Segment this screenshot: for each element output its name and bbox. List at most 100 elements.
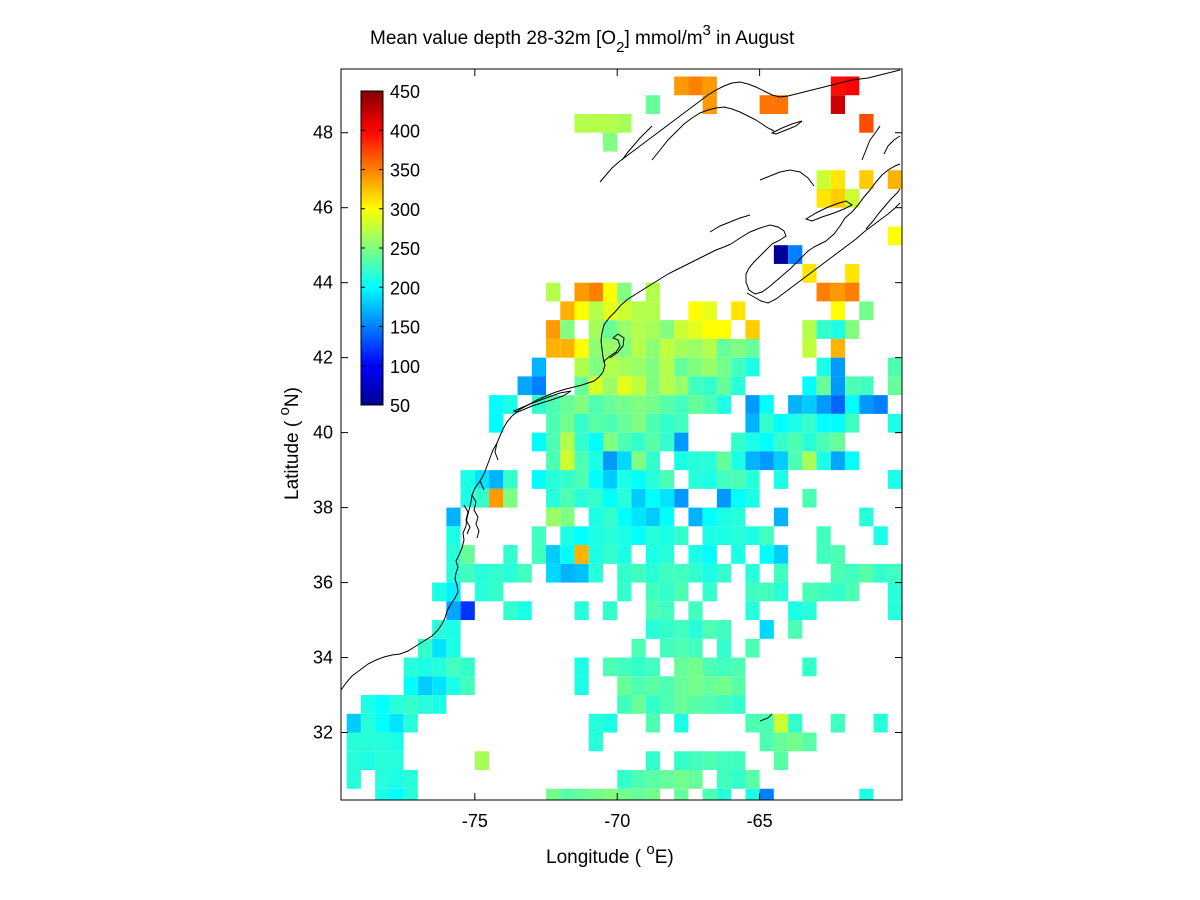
y-axis-label: Latitude ( oN) xyxy=(276,387,303,500)
data-cell xyxy=(845,376,860,396)
data-cell xyxy=(731,545,746,564)
data-cell xyxy=(574,470,589,489)
data-cell xyxy=(389,788,404,800)
data-cell xyxy=(788,451,803,471)
data-cell xyxy=(574,488,589,508)
data-cell xyxy=(617,320,632,339)
data-cell xyxy=(802,601,817,621)
data-cell xyxy=(731,470,746,489)
data-cell xyxy=(446,601,461,621)
data-cell xyxy=(674,676,689,696)
data-cell xyxy=(531,470,547,489)
data-cell xyxy=(546,507,561,527)
data-cell xyxy=(759,582,774,602)
data-cell xyxy=(859,376,874,396)
data-cell xyxy=(602,320,618,339)
data-cell xyxy=(560,526,575,546)
data-cell xyxy=(759,432,774,452)
data-cell xyxy=(702,320,717,339)
data-cell xyxy=(816,451,831,471)
data-cell xyxy=(531,526,547,546)
data-cell xyxy=(574,301,589,321)
data-cell xyxy=(659,526,675,546)
data-cell xyxy=(731,695,746,714)
data-cell xyxy=(645,582,660,602)
data-cell xyxy=(574,657,589,677)
data-cell xyxy=(745,601,760,621)
data-cell xyxy=(645,376,660,396)
data-cell xyxy=(759,620,774,639)
data-cell xyxy=(417,657,433,677)
data-cell xyxy=(546,563,561,583)
data-cell xyxy=(446,563,461,583)
data-cell xyxy=(659,395,675,414)
data-cell xyxy=(859,788,874,800)
data-cell xyxy=(474,582,490,602)
data-cell xyxy=(816,357,831,377)
data-cell xyxy=(845,451,860,471)
data-cell xyxy=(602,338,618,358)
data-cell xyxy=(887,170,902,189)
data-cell xyxy=(688,376,703,396)
data-cell xyxy=(745,770,760,789)
data-cell xyxy=(489,488,504,508)
data-cell xyxy=(645,788,660,800)
data-cell xyxy=(360,732,376,752)
data-cell xyxy=(617,657,632,677)
data-cell xyxy=(489,413,504,433)
data-cell xyxy=(887,470,902,489)
data-cell xyxy=(759,732,774,752)
data-cell xyxy=(830,432,846,452)
data-cell xyxy=(688,770,703,789)
data-cell xyxy=(560,470,575,489)
data-cell xyxy=(474,470,490,489)
data-cell xyxy=(773,751,789,771)
data-cell xyxy=(788,601,803,621)
data-cell xyxy=(574,788,589,800)
colorbar-tick-label: 50 xyxy=(390,396,410,416)
data-cell xyxy=(802,432,817,452)
data-cell xyxy=(731,376,746,396)
data-cell xyxy=(645,338,660,358)
data-cell xyxy=(702,563,717,583)
data-cell xyxy=(645,526,660,546)
y-tick-label: 42 xyxy=(313,348,333,368)
data-cell xyxy=(645,620,660,639)
data-cell xyxy=(688,320,703,339)
data-cell xyxy=(716,357,732,377)
data-cell xyxy=(759,451,774,471)
data-cells xyxy=(346,76,902,800)
data-cell xyxy=(645,451,660,471)
colorbar: 50 100 150 200 250 300 350 400 450 xyxy=(360,82,420,416)
data-cell xyxy=(659,676,675,696)
data-cell xyxy=(546,338,561,358)
colorbar-tick-label: 450 xyxy=(390,82,420,102)
data-cell xyxy=(745,788,760,800)
data-cell xyxy=(659,376,675,396)
data-cell xyxy=(674,788,689,800)
data-cell xyxy=(645,676,660,696)
data-cell xyxy=(546,413,561,433)
plot-frame xyxy=(340,68,903,801)
data-cell xyxy=(617,113,632,133)
data-cell xyxy=(617,470,632,489)
data-cell xyxy=(574,282,589,302)
data-cell xyxy=(702,357,717,377)
data-cell xyxy=(446,657,461,677)
coastline-st-lawrence-south xyxy=(621,106,775,161)
data-cell xyxy=(503,488,518,508)
data-cell xyxy=(688,601,703,621)
data-cell xyxy=(531,545,547,564)
data-cell xyxy=(702,695,717,714)
data-cell xyxy=(460,488,475,508)
data-cell xyxy=(716,695,732,714)
data-cell xyxy=(702,788,717,800)
data-cell xyxy=(360,713,376,733)
data-cell xyxy=(631,338,646,358)
data-cell xyxy=(830,95,846,114)
data-cell xyxy=(432,638,447,658)
data-cell xyxy=(674,376,689,396)
data-cell xyxy=(560,545,575,564)
data-cell xyxy=(631,695,646,714)
data-cell xyxy=(816,413,831,433)
